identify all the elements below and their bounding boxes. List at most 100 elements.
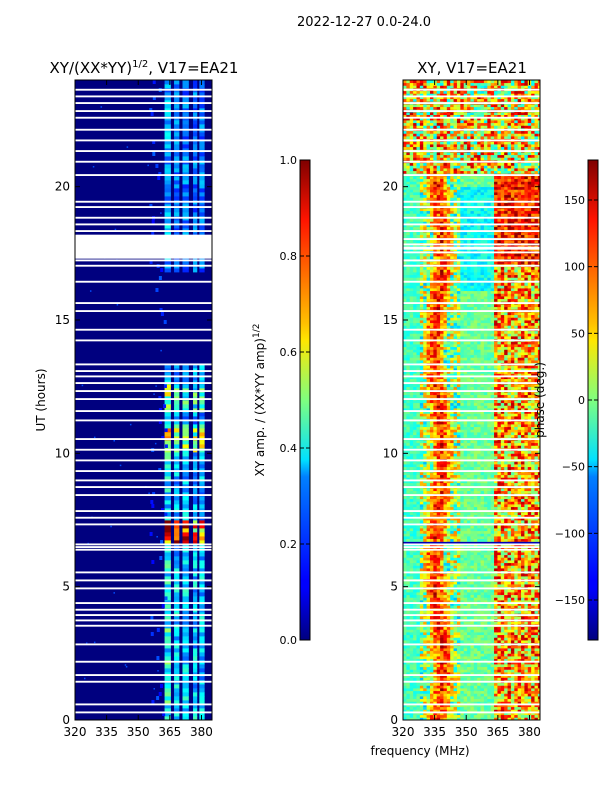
heatmap-cell (403, 674, 407, 678)
heatmap-cell (450, 474, 454, 478)
heatmap-cell (537, 525, 540, 529)
heatmap-cell (163, 384, 167, 388)
heatmap-cell (182, 224, 189, 229)
heatmap-cell (182, 560, 189, 565)
heatmap-cell (480, 504, 485, 508)
heatmap-cell (487, 690, 492, 694)
heatmap-cell (504, 488, 508, 492)
heatmap-cell (440, 698, 444, 702)
heatmap-cell (199, 92, 205, 97)
heatmap-cell (436, 501, 441, 505)
heatmap-cell (199, 700, 205, 705)
heatmap-cell (494, 672, 498, 676)
heatmap-cell (507, 693, 512, 697)
heatmap-cell (490, 549, 495, 553)
heatmap-cell (473, 514, 478, 518)
heatmap-cell (423, 669, 428, 673)
heatmap-cell (483, 496, 488, 500)
heatmap-cell (494, 576, 498, 580)
heatmap-cell (470, 645, 475, 649)
heatmap-cell (497, 634, 502, 638)
heatmap-cell (467, 682, 471, 686)
heatmap-cell (406, 504, 411, 508)
heatmap-cell (531, 600, 535, 604)
heatmap-cell (151, 700, 155, 704)
heatmap-cell (534, 648, 539, 652)
heatmap-cell (423, 525, 428, 529)
heatmap-cell (406, 552, 411, 556)
colorbar-tick-label: 0.4 (280, 442, 298, 455)
heatmap-cell (490, 682, 495, 686)
heatmap-cell (467, 645, 471, 649)
heatmap-cell (460, 456, 465, 460)
heatmap-cell (477, 514, 481, 518)
heatmap-cell (534, 653, 539, 657)
heatmap-cell (446, 506, 451, 510)
heatmap-cell (504, 594, 508, 598)
heatmap-cell (480, 696, 485, 700)
heatmap-cell (497, 581, 502, 585)
heatmap-cell (174, 188, 180, 193)
heatmap-cell (497, 685, 502, 689)
heatmap-cell (524, 602, 529, 606)
heatmap-cell (443, 568, 448, 572)
heatmap-cell (419, 568, 424, 572)
heatmap-cell (527, 669, 532, 673)
heatmap-cell (531, 717, 535, 720)
heatmap-cell (480, 688, 485, 692)
heatmap-cell (521, 528, 525, 532)
heatmap-cell (433, 480, 438, 484)
heatmap-cell (416, 530, 421, 534)
heatmap-cell (440, 520, 444, 524)
data-gap-row (75, 479, 212, 482)
heatmap-cell (480, 482, 485, 486)
heatmap-cell (507, 682, 512, 686)
heatmap-cell (456, 573, 461, 577)
y-tick-label: 5 (62, 580, 70, 594)
heatmap-cell (409, 709, 414, 713)
heatmap-cell (199, 584, 205, 589)
heatmap-cell (510, 496, 515, 500)
heatmap-cell (416, 480, 421, 484)
heatmap-cell (443, 456, 448, 460)
heatmap-cell (419, 461, 424, 465)
heatmap-cell (174, 540, 180, 545)
heatmap-cell (477, 602, 481, 606)
heatmap-cell (182, 616, 189, 621)
heatmap-cell (494, 653, 498, 657)
heatmap-cell (423, 602, 428, 606)
heatmap-cell (524, 621, 529, 625)
heatmap-cell (521, 480, 525, 484)
heatmap-cell (490, 506, 495, 510)
heatmap-cell (182, 420, 189, 425)
heatmap-cell (409, 554, 414, 558)
heatmap-cell (446, 709, 451, 713)
heatmap-cell (460, 565, 465, 569)
heatmap-cell (174, 156, 180, 161)
heatmap-cell (193, 220, 198, 225)
heatmap-cell (524, 677, 529, 681)
heatmap-cell (460, 669, 465, 673)
heatmap-cell (406, 512, 411, 516)
heatmap-cell (436, 538, 441, 542)
heatmap-cell (456, 648, 461, 652)
heatmap-cell (440, 552, 444, 556)
heatmap-cell (537, 706, 540, 710)
heatmap-cell (500, 514, 505, 518)
heatmap-cell (490, 538, 495, 542)
heatmap-cell (164, 532, 171, 537)
heatmap-cell (409, 592, 414, 596)
phase-heatmap (403, 80, 540, 720)
heatmap-cell (416, 560, 421, 564)
heatmap-cell (480, 501, 485, 505)
heatmap-cell (470, 640, 475, 644)
heatmap-cell (409, 520, 414, 524)
heatmap-cell (477, 698, 481, 702)
heatmap-cell (527, 504, 532, 508)
heatmap-cell (199, 384, 205, 389)
heatmap-cell (199, 556, 205, 561)
heatmap-cell (456, 512, 461, 516)
heatmap-cell (446, 546, 451, 550)
heatmap-cell (453, 560, 458, 564)
heatmap-cell (413, 490, 417, 494)
